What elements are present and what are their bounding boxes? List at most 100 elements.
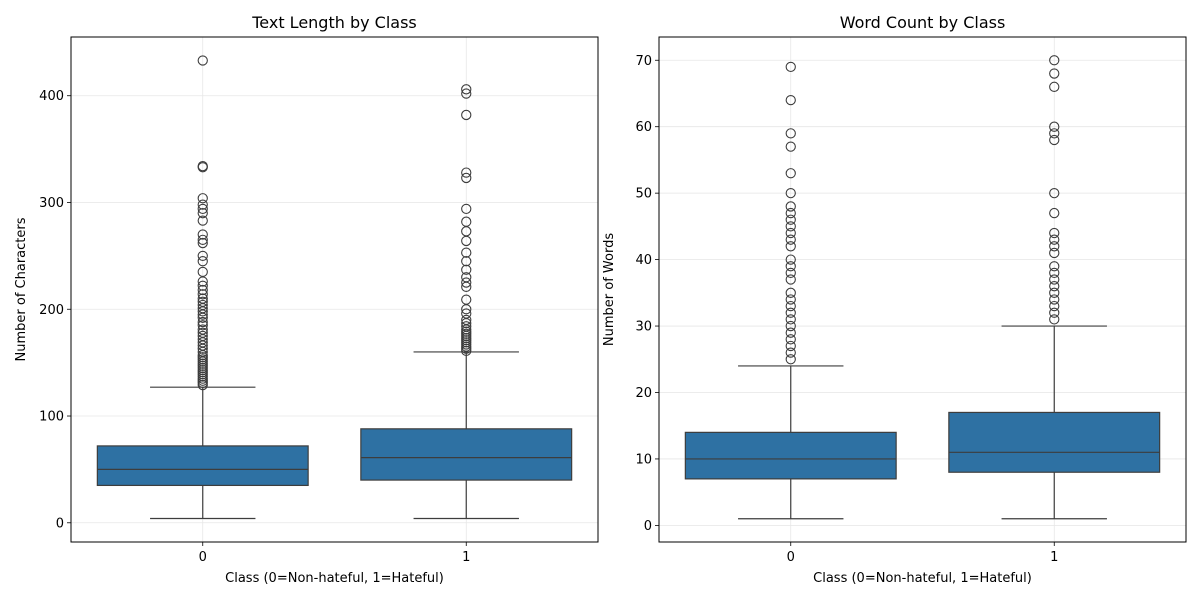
outlier-point bbox=[1049, 274, 1060, 285]
box-1 bbox=[360, 84, 573, 520]
outlier-point bbox=[197, 55, 208, 66]
y-tick-label: 300 bbox=[39, 196, 64, 211]
outlier-point bbox=[785, 274, 796, 285]
outlier-point bbox=[197, 256, 208, 267]
outlier-point bbox=[461, 308, 472, 319]
outlier-point bbox=[461, 256, 472, 267]
outlier-point bbox=[197, 293, 208, 304]
y-tick-label: 200 bbox=[39, 303, 64, 318]
outlier-point bbox=[197, 215, 208, 226]
x-tick-label: 0 bbox=[199, 550, 207, 565]
boxplots bbox=[96, 55, 573, 520]
outlier-point bbox=[1049, 300, 1060, 312]
outlier-point bbox=[785, 287, 796, 298]
outlier-point bbox=[785, 320, 796, 332]
outlier-point bbox=[197, 280, 208, 291]
box-1 bbox=[948, 55, 1161, 520]
outlier-point bbox=[197, 330, 208, 342]
iqr-box bbox=[96, 445, 309, 487]
outlier-point bbox=[785, 221, 796, 232]
y-tick-label: 0 bbox=[56, 516, 64, 531]
outlier-point bbox=[197, 284, 208, 296]
outlier-point bbox=[461, 203, 472, 215]
outlier-point bbox=[461, 277, 472, 288]
outlier-point bbox=[1049, 227, 1060, 239]
outlier-point bbox=[785, 227, 796, 239]
x-tick-label: 1 bbox=[462, 550, 470, 565]
outlier-point bbox=[785, 334, 796, 345]
y-axis-label: Number of Characters bbox=[14, 217, 29, 361]
outlier-point bbox=[785, 61, 796, 73]
outlier-point bbox=[197, 234, 208, 246]
word-count-chart: 0 10 20 30 40 50 60 70 0 1 Word Count by Class Cl… bbox=[602, 13, 1187, 586]
outlier-point bbox=[785, 261, 796, 272]
outlier-point bbox=[785, 267, 796, 279]
outlier-point bbox=[197, 324, 208, 335]
y-tick-label: 0 bbox=[644, 519, 652, 534]
y-tick-label: 10 bbox=[635, 452, 652, 467]
chart-title: Word Count by Class bbox=[840, 13, 1006, 32]
outlier-point bbox=[1049, 294, 1060, 305]
outlier-point bbox=[461, 172, 472, 184]
y-tick-label: 50 bbox=[635, 187, 652, 202]
axis-ticks: 0 100 200 300 400 0 1 bbox=[39, 89, 470, 565]
outlier-point bbox=[1049, 261, 1060, 272]
outlier-point bbox=[461, 216, 472, 227]
outlier-point bbox=[1049, 281, 1060, 292]
y-tick-label: 400 bbox=[39, 89, 64, 104]
outlier-point bbox=[461, 88, 472, 99]
outlier-point bbox=[197, 208, 208, 219]
outlier-point bbox=[1049, 241, 1060, 252]
outlier-point bbox=[785, 141, 796, 152]
outlier-point bbox=[785, 214, 796, 225]
outlier-point bbox=[197, 327, 208, 338]
outlier-point bbox=[785, 201, 796, 212]
outlier-point bbox=[197, 193, 208, 204]
outlier-point bbox=[1049, 314, 1060, 325]
x-tick-label: 0 bbox=[787, 550, 795, 565]
outlier-point bbox=[1049, 207, 1060, 219]
iqr-box bbox=[948, 411, 1161, 473]
outlier-point bbox=[197, 237, 208, 249]
outlier-point bbox=[1049, 307, 1060, 318]
outlier-point bbox=[785, 354, 796, 365]
outlier-point bbox=[785, 307, 796, 318]
outlier-point bbox=[1049, 134, 1060, 146]
y-tick-label: 40 bbox=[635, 253, 652, 268]
outlier-point bbox=[785, 234, 796, 245]
outlier-point bbox=[197, 199, 208, 210]
outlier-point bbox=[785, 340, 796, 352]
outlier-point bbox=[197, 289, 208, 300]
text-length-chart: 0 100 200 300 400 0 1 Text Length by Class Cla… bbox=[14, 13, 599, 586]
outlier-point bbox=[197, 229, 208, 240]
outlier-point bbox=[1049, 287, 1060, 298]
outlier-point bbox=[1049, 81, 1060, 92]
iqr-box bbox=[360, 428, 573, 481]
outlier-point bbox=[1049, 188, 1060, 199]
outlier-point bbox=[785, 207, 796, 219]
outlier-point bbox=[785, 314, 796, 325]
outlier-point bbox=[1049, 128, 1060, 139]
y-axis-label: Number of Words bbox=[602, 233, 617, 346]
outlier-point bbox=[1049, 267, 1060, 279]
iqr-box bbox=[684, 431, 897, 480]
box-0 bbox=[96, 55, 309, 520]
outlier-point bbox=[461, 272, 472, 283]
axis-ticks: 0 10 20 30 40 50 60 70 0 1 bbox=[635, 54, 1058, 565]
y-tick-label: 20 bbox=[635, 386, 652, 401]
outlier-point bbox=[785, 327, 796, 338]
outlier-point bbox=[197, 320, 208, 331]
outlier-point bbox=[197, 266, 208, 278]
outlier-point bbox=[461, 167, 472, 178]
outlier-point bbox=[785, 300, 796, 312]
outlier-point bbox=[1049, 55, 1060, 66]
x-tick-label: 1 bbox=[1050, 550, 1058, 565]
outlier-point bbox=[1049, 121, 1060, 132]
plot-frame bbox=[70, 36, 599, 543]
box-0 bbox=[684, 61, 897, 520]
outlier-point bbox=[785, 168, 796, 179]
outlier-point bbox=[785, 347, 796, 358]
outlier-point bbox=[461, 84, 472, 95]
y-tick-label: 100 bbox=[39, 410, 64, 425]
